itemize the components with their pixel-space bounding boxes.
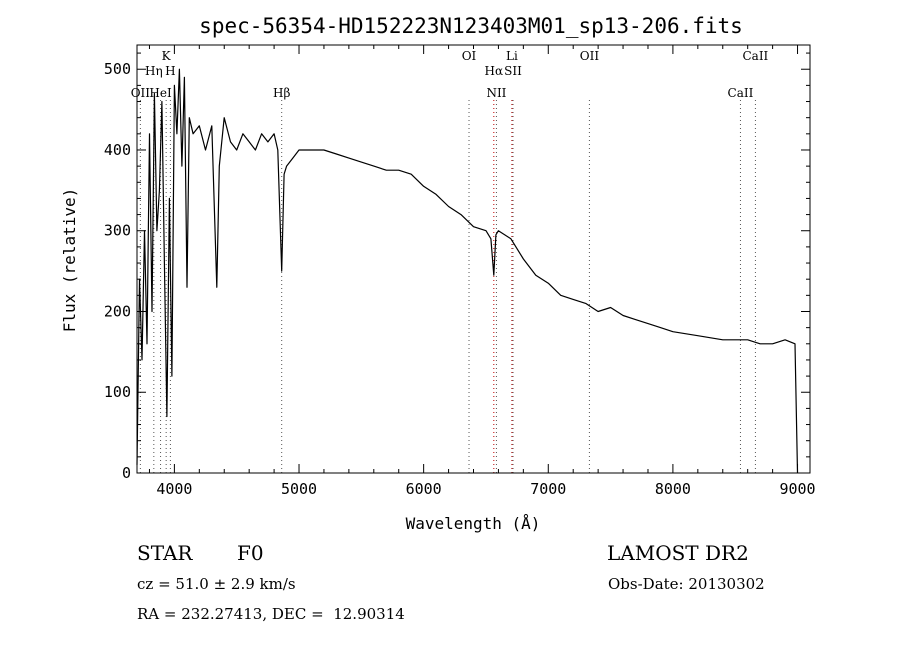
x-tick-label: 9000 xyxy=(779,480,815,498)
x-tick-label: 7000 xyxy=(530,480,566,498)
spectrum-series xyxy=(136,68,799,474)
line-marker-label: OII xyxy=(580,49,600,63)
y-tick-label: 400 xyxy=(104,141,131,159)
y-tick-label: 300 xyxy=(104,222,131,240)
line-marker-label: Hα xyxy=(485,64,504,78)
y-tick-label: 500 xyxy=(104,60,131,78)
line-marker-label: OII xyxy=(131,86,151,100)
object-class: STAR xyxy=(137,541,193,565)
obs-date: Obs-Date: 20130302 xyxy=(608,575,765,593)
line-marker-label: K xyxy=(162,49,172,63)
y-axis-label: Flux (relative) xyxy=(60,188,79,333)
spectrum-line xyxy=(136,68,799,474)
line-marker-label: CaII xyxy=(728,86,754,100)
y-tick-label: 200 xyxy=(104,302,131,320)
y-tick-label: 0 xyxy=(122,464,131,482)
line-marker-label: H xyxy=(165,64,175,78)
line-marker-label: SII xyxy=(504,64,522,78)
x-axis-label: Wavelength (Å) xyxy=(406,514,541,533)
line-marker-label: CaII xyxy=(742,49,768,63)
plot-frame xyxy=(136,44,811,474)
x-tick-label: 8000 xyxy=(655,480,691,498)
line-marker-label: Hη xyxy=(145,64,163,78)
chart-title: spec-56354-HD152223N123403M01_sp13-206.f… xyxy=(199,14,743,38)
axis-ticks: 4000 5000 6000 7000 8000 9000 0 100 200 300 400 500 xyxy=(104,45,816,498)
redshift-cz: cz = 51.0 ± 2.9 km/s xyxy=(137,575,296,593)
x-tick-label: 5000 xyxy=(281,480,317,498)
x-tick-label: 4000 xyxy=(156,480,192,498)
survey-name: LAMOST DR2 xyxy=(607,541,749,565)
line-marker-label: HeI xyxy=(149,86,172,100)
coordinates: RA = 232.27413, DEC = 12.90314 xyxy=(137,605,405,623)
x-tick-label: 6000 xyxy=(406,480,442,498)
line-marker-label: Li xyxy=(506,49,518,63)
line-marker-label: Hβ xyxy=(273,86,290,100)
line-marker-label: OI xyxy=(462,49,477,63)
object-subclass: F0 xyxy=(237,541,264,565)
line-marker-label: NII xyxy=(486,86,506,100)
y-tick-label: 100 xyxy=(104,383,131,401)
